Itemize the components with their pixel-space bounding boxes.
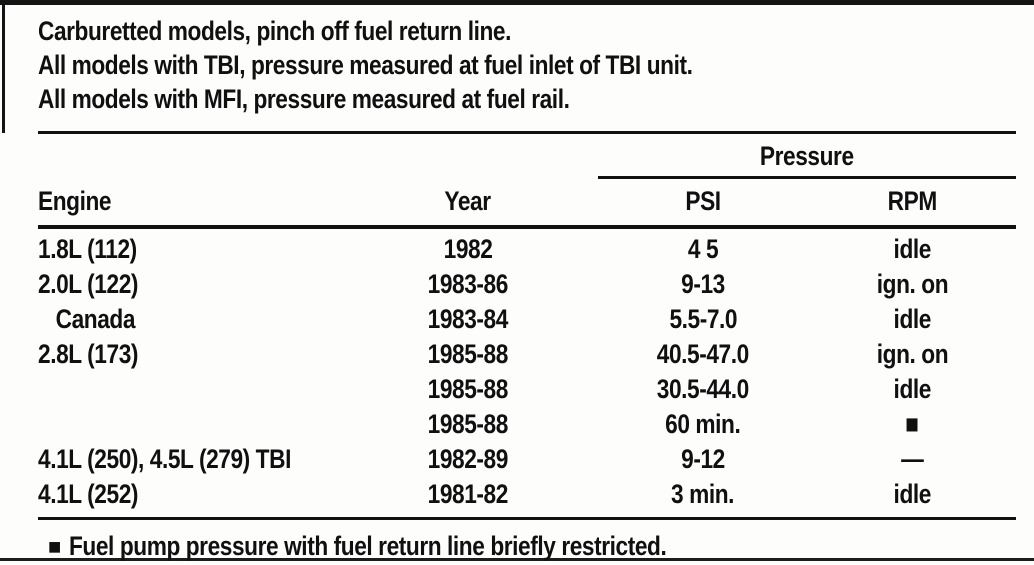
year-cell: 1981-82 bbox=[427, 479, 509, 509]
rpm-cell: idle bbox=[893, 374, 931, 404]
intro-line-carburetted: Carburetted models, pinch off fuel retur… bbox=[38, 16, 511, 46]
table-row: 1985-88 30.5-44.0 idle bbox=[38, 372, 1016, 407]
scan-top-border bbox=[0, 0, 1034, 5]
psi-cell: 5.5-7.0 bbox=[669, 304, 737, 334]
table-body: 1.8L (112) 1982 4 5 idle 2.0L (122) 1983… bbox=[38, 229, 1016, 520]
table-row: 1985-88 60 min. ■ bbox=[38, 407, 1016, 442]
intro-line-tbi: All models with TBI, pressure measured a… bbox=[38, 50, 693, 80]
table-row: 2.8L (173) 1985-88 40.5-47.0 ign. on bbox=[38, 337, 1016, 372]
footnote-text: Fuel pump pressure with fuel return line… bbox=[68, 531, 667, 561]
footnote: ■ Fuel pump pressure with fuel return lin… bbox=[38, 531, 1016, 562]
column-header-year: Year bbox=[444, 186, 492, 216]
year-cell: 1983-84 bbox=[427, 304, 509, 334]
psi-cell: 4 5 bbox=[687, 234, 719, 264]
scan-bottom-line bbox=[0, 558, 1034, 561]
rpm-cell: ign. on bbox=[876, 269, 948, 299]
rpm-cell-square-marker: ■ bbox=[905, 409, 919, 439]
psi-cell: 60 min. bbox=[665, 409, 741, 439]
rpm-cell: idle bbox=[893, 234, 931, 264]
column-header-engine: Engine bbox=[38, 186, 112, 216]
engine-cell bbox=[38, 372, 368, 407]
psi-cell: 30.5-44.0 bbox=[656, 374, 750, 404]
table-row: 2.0L (122) 1983-86 9-13 ign. on bbox=[38, 267, 1016, 302]
table-row: 4.1L (250), 4.5L (279) TBI 1982-89 9-12 … bbox=[38, 442, 1016, 477]
table-header-row: Engine Year PSI RPM bbox=[38, 179, 1016, 229]
engine-cell: 4.1L (250), 4.5L (279) TBI bbox=[38, 444, 291, 474]
scan-left-edge-line bbox=[2, 0, 5, 133]
page-content: Carburetted models, pinch off fuel retur… bbox=[38, 5, 1016, 562]
column-header-psi: PSI bbox=[685, 186, 721, 216]
engine-cell: 2.8L (173) bbox=[38, 339, 139, 369]
psi-cell: 40.5-47.0 bbox=[656, 339, 750, 369]
year-cell: 1985-88 bbox=[427, 339, 509, 369]
engine-cell: 4.1L (252) bbox=[38, 479, 139, 509]
square-bullet-icon: ■ bbox=[48, 534, 61, 559]
psi-cell: 9-13 bbox=[681, 269, 725, 299]
rpm-cell: ign. on bbox=[876, 339, 948, 369]
pressure-group-row: Pressure bbox=[38, 134, 1016, 179]
year-cell: 1985-88 bbox=[427, 409, 509, 439]
intro-notes: Carburetted models, pinch off fuel retur… bbox=[38, 5, 1016, 116]
intro-line-mfi: All models with MFI, pressure measured a… bbox=[38, 84, 570, 114]
rpm-cell-dash: — bbox=[900, 444, 924, 474]
year-cell: 1985-88 bbox=[427, 374, 509, 404]
year-cell: 1982 bbox=[443, 234, 493, 264]
psi-cell: 9-12 bbox=[681, 444, 725, 474]
year-cell: 1982-89 bbox=[427, 444, 509, 474]
engine-cell: 1.8L (112) bbox=[38, 234, 137, 264]
table-row: 1.8L (112) 1982 4 5 idle bbox=[38, 232, 1016, 267]
rpm-cell: idle bbox=[893, 304, 931, 334]
table-row: 4.1L (252) 1981-82 3 min. idle bbox=[38, 477, 1016, 512]
engine-cell: Canada bbox=[38, 304, 136, 334]
rpm-cell: idle bbox=[893, 479, 931, 509]
column-header-rpm: RPM bbox=[887, 186, 937, 216]
fuel-pressure-spec-table: Pressure Engine Year PSI RPM 1.8L (112) … bbox=[38, 131, 1016, 520]
engine-cell: 2.0L (122) bbox=[38, 269, 139, 299]
table-row: Canada 1983-84 5.5-7.0 idle bbox=[38, 302, 1016, 337]
psi-cell: 3 min. bbox=[671, 479, 735, 509]
engine-cell bbox=[38, 407, 368, 442]
pressure-group-header: Pressure bbox=[598, 141, 1016, 179]
year-cell: 1983-86 bbox=[427, 269, 509, 299]
